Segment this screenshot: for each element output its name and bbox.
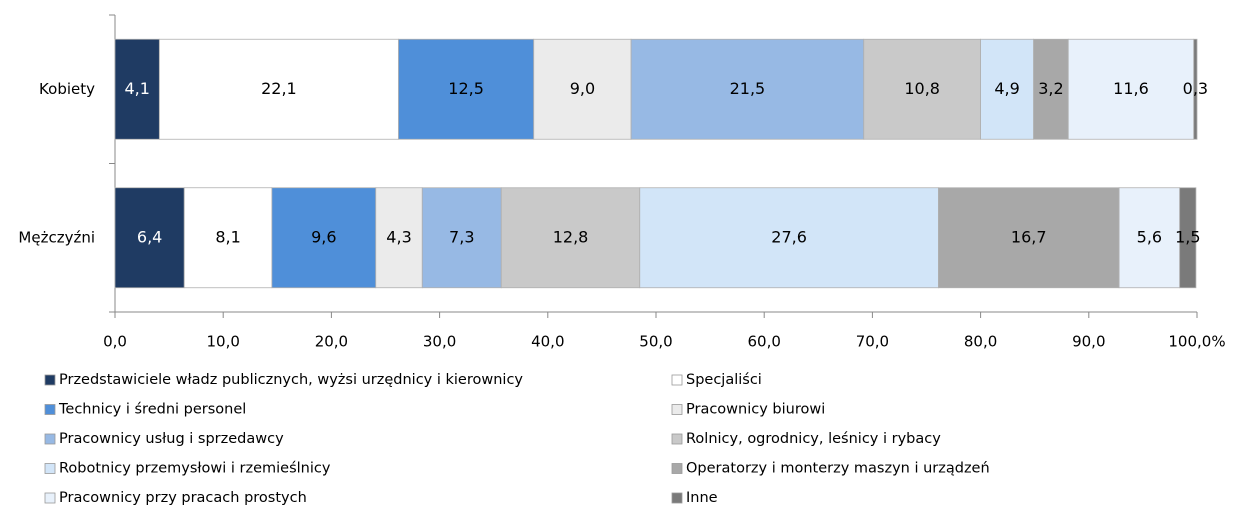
x-tick-label: 40,0: [531, 333, 564, 351]
legend-label: Specjaliści: [686, 372, 762, 388]
value-label: 10,8: [904, 79, 940, 98]
value-label: 12,8: [553, 227, 589, 246]
x-tick-label: 60,0: [747, 333, 780, 351]
value-label: 22,1: [261, 79, 297, 98]
bar-segment: [183, 187, 273, 289]
value-label: 0,3: [1183, 79, 1208, 98]
x-tick-label: 70,0: [856, 333, 889, 351]
value-label: 7,3: [449, 227, 474, 246]
legend-label: Rolnicy, ogrodnicy, leśnicy i rybacy: [686, 431, 941, 447]
x-tick-label: 10,0: [206, 333, 239, 351]
value-label: 4,3: [386, 227, 411, 246]
bar-segment: [398, 38, 535, 140]
x-tick-label: 100,0%: [1168, 333, 1225, 351]
x-tick-label: 0,0: [103, 333, 127, 351]
x-tick-label: 90,0: [1072, 333, 1105, 351]
bar-segment: [375, 187, 423, 289]
legend-label: Inne: [686, 490, 718, 506]
legend-swatch: [671, 404, 683, 415]
legend-label: Pracownicy biurowi: [686, 402, 825, 418]
bar-segment: [533, 38, 632, 140]
y-tick-label: Mężczyźni: [18, 228, 95, 246]
value-label: 16,7: [1011, 227, 1047, 246]
legend-swatch: [44, 374, 56, 386]
x-tick-label: 20,0: [315, 333, 348, 351]
bar-segment: [500, 187, 641, 289]
legend-swatch: [44, 404, 56, 415]
bar-segment: [1033, 38, 1069, 140]
bar-segment: [980, 38, 1035, 140]
x-tick-label: 30,0: [423, 333, 456, 351]
value-label: 21,5: [730, 79, 766, 98]
bar-segment: [639, 187, 939, 289]
value-label: 12,5: [448, 79, 484, 98]
value-label: 9,0: [570, 79, 595, 98]
legend-label: Technicy i średni personel: [58, 402, 246, 418]
legend-swatch: [671, 463, 683, 474]
value-label: 6,4: [137, 227, 162, 246]
value-label: 8,1: [215, 227, 240, 246]
legend-label: Operatorzy i monterzy maszyn i urządzeń: [686, 461, 990, 477]
bar-segment: [271, 187, 377, 289]
legend-swatch: [671, 374, 683, 386]
bar-segment: [1067, 38, 1195, 140]
legend-label: Przedstawiciele władz publicznych, wyżsi…: [59, 372, 523, 388]
bar-segment: [1179, 187, 1197, 289]
legend-label: Robotnicy przemysłowi i rzemieślnicy: [59, 461, 331, 477]
legend-label: Pracownicy usług i sprzedawcy: [59, 431, 284, 447]
bar-segment: [1193, 38, 1198, 140]
legend-swatch: [671, 492, 683, 504]
legend-swatch: [44, 463, 56, 474]
y-tick-label: Kobiety: [39, 80, 95, 98]
bar-segment: [114, 38, 160, 140]
bar-segment: [630, 38, 865, 140]
bar-segment: [863, 38, 982, 140]
legend-swatch: [671, 433, 683, 445]
value-label: 5,6: [1137, 227, 1162, 246]
legend-label: Pracownicy przy pracach prostych: [59, 490, 307, 506]
bar-segment: [421, 187, 502, 289]
value-label: 11,6: [1113, 79, 1149, 98]
value-label: 4,1: [124, 79, 149, 98]
x-tick-label: 80,0: [964, 333, 997, 351]
x-tick-label: 50,0: [639, 333, 672, 351]
bar-segment: [158, 38, 399, 140]
legend-swatch: [44, 433, 56, 445]
value-label: 1,5: [1175, 227, 1200, 246]
value-label: 9,6: [311, 227, 336, 246]
value-label: 27,6: [771, 227, 807, 246]
bar-segment: [938, 187, 1120, 289]
legend-swatch: [44, 492, 56, 504]
value-label: 4,9: [994, 79, 1019, 98]
value-label: 3,2: [1038, 79, 1063, 98]
